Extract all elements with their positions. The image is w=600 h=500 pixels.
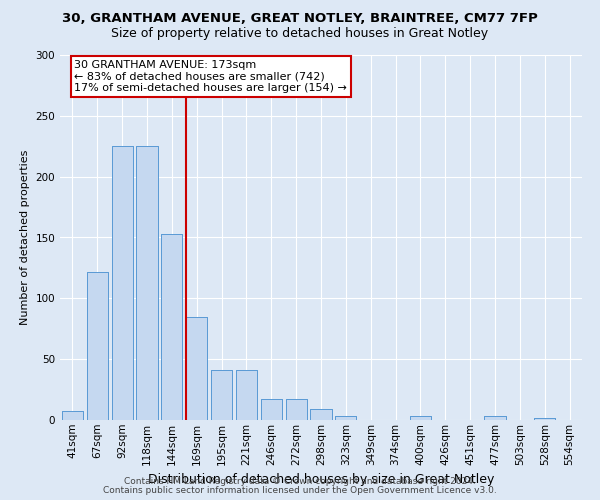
Bar bbox=[286, 400, 307, 420]
Y-axis label: Number of detached properties: Number of detached properties bbox=[20, 150, 30, 325]
Bar bbox=[310, 409, 332, 420]
Bar bbox=[484, 416, 506, 420]
Text: Contains HM Land Registry data © Crown copyright and database right 2024.: Contains HM Land Registry data © Crown c… bbox=[124, 477, 476, 486]
Bar bbox=[261, 400, 282, 420]
Text: 30 GRANTHAM AVENUE: 173sqm
← 83% of detached houses are smaller (742)
17% of sem: 30 GRANTHAM AVENUE: 173sqm ← 83% of deta… bbox=[74, 60, 347, 93]
Bar bbox=[211, 370, 232, 420]
Bar bbox=[261, 400, 282, 420]
Bar bbox=[112, 146, 133, 420]
Bar bbox=[136, 146, 158, 420]
Bar bbox=[62, 412, 83, 420]
Text: Contains public sector information licensed under the Open Government Licence v3: Contains public sector information licen… bbox=[103, 486, 497, 495]
Text: Size of property relative to detached houses in Great Notley: Size of property relative to detached ho… bbox=[112, 28, 488, 40]
Bar bbox=[136, 146, 158, 420]
Bar bbox=[484, 416, 506, 420]
Bar bbox=[335, 416, 356, 420]
X-axis label: Distribution of detached houses by size in Great Notley: Distribution of detached houses by size … bbox=[148, 473, 494, 486]
Bar bbox=[410, 416, 431, 420]
Bar bbox=[161, 234, 182, 420]
Bar bbox=[534, 418, 555, 420]
Bar bbox=[87, 272, 108, 420]
Bar bbox=[310, 409, 332, 420]
Bar bbox=[62, 412, 83, 420]
Bar bbox=[335, 416, 356, 420]
Bar bbox=[534, 418, 555, 420]
Bar bbox=[87, 272, 108, 420]
Bar bbox=[186, 316, 207, 420]
Bar bbox=[286, 400, 307, 420]
Bar bbox=[211, 370, 232, 420]
Text: 30, GRANTHAM AVENUE, GREAT NOTLEY, BRAINTREE, CM77 7FP: 30, GRANTHAM AVENUE, GREAT NOTLEY, BRAIN… bbox=[62, 12, 538, 26]
Bar bbox=[410, 416, 431, 420]
Bar bbox=[161, 234, 182, 420]
Bar bbox=[186, 316, 207, 420]
Bar bbox=[236, 370, 257, 420]
Bar bbox=[236, 370, 257, 420]
Bar bbox=[112, 146, 133, 420]
